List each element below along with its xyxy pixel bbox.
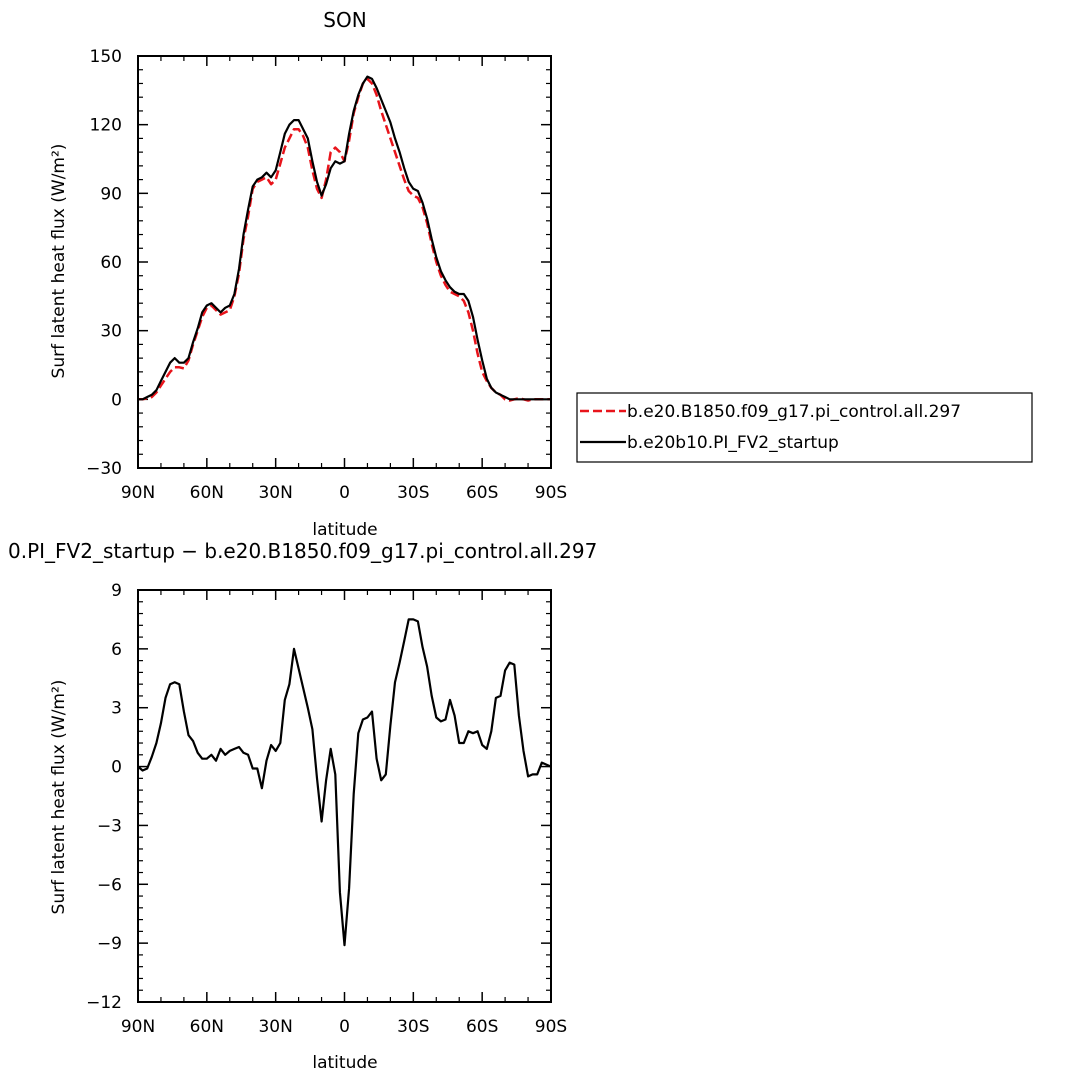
top-x-tick-label: 0 bbox=[339, 483, 350, 503]
bottom-y-tick-label: −9 bbox=[97, 934, 122, 954]
top-y-tick-label: 90 bbox=[100, 184, 122, 204]
bottom-y-tick-label: 9 bbox=[111, 581, 122, 601]
bottom-y-tick-label: 0 bbox=[111, 758, 122, 778]
top-x-tick-label: 30N bbox=[258, 483, 292, 503]
bottom-plot-frame bbox=[137, 589, 552, 1003]
bottom-x-tick-label: 60N bbox=[190, 1017, 224, 1037]
top-y-tick-label: 30 bbox=[100, 322, 122, 342]
top-x-tick-label: 90S bbox=[535, 483, 567, 503]
bottom-x-axis-label: latitude bbox=[312, 1053, 377, 1073]
legend-label-control: b.e20.B1850.f09_g17.pi_control.all.297 bbox=[627, 402, 961, 422]
top-y-tick-label: 0 bbox=[111, 390, 122, 410]
top-chart-title: SON bbox=[323, 8, 366, 32]
top-series-line-1 bbox=[138, 75, 551, 401]
top-y-tick-label: 150 bbox=[90, 47, 122, 67]
bottom-panel: 0.PI_FV2_startup − b.e20.B1850.f09_g17.p… bbox=[8, 539, 597, 1073]
bottom-x-tick-label: 30S bbox=[397, 1017, 429, 1037]
bottom-chart-title: 0.PI_FV2_startup − b.e20.B1850.f09_g17.p… bbox=[8, 539, 597, 563]
bottom-series-lines bbox=[137, 618, 552, 947]
bottom-x-tick-label: 90S bbox=[535, 1017, 567, 1037]
top-x-tick-label: 30S bbox=[397, 483, 429, 503]
top-x-tick-label: 90N bbox=[121, 483, 155, 503]
bottom-y-tick-label: −12 bbox=[86, 993, 122, 1013]
legend-box bbox=[576, 392, 1033, 463]
top-x-axis-label: latitude bbox=[312, 520, 377, 540]
top-series-line-0 bbox=[138, 77, 551, 402]
bottom-x-tick-label: 90N bbox=[121, 1017, 155, 1037]
top-tick-labels: 90N 60N 30N 0 30S 60S 90S −30 0 30 60 90 120 150 bbox=[86, 47, 567, 503]
top-series-lines bbox=[138, 75, 551, 402]
bottom-series-line-0 bbox=[137, 618, 552, 947]
bottom-y-tick-label: −3 bbox=[97, 816, 122, 836]
bottom-x-tick-label: 0 bbox=[339, 1017, 350, 1037]
legend: b.e20.B1850.f09_g17.pi_control.all.297 b… bbox=[576, 392, 1033, 463]
top-y-tick-label: −30 bbox=[86, 459, 122, 479]
bottom-x-tick-label: 60S bbox=[466, 1017, 498, 1037]
top-panel: SON latitude Surf latent heat flux (W/m²… bbox=[49, 8, 567, 540]
bottom-y-tick-label: −6 bbox=[97, 875, 122, 895]
bottom-tick-labels: 90N 60N 30N 0 30S 60S 90S −12 −9 −6 −3 0 3 6 9 bbox=[86, 581, 567, 1037]
top-y-axis-label: Surf latent heat flux (W/m²) bbox=[49, 144, 69, 379]
bottom-y-tick-label: 3 bbox=[111, 699, 122, 719]
top-y-tick-label: 120 bbox=[90, 116, 122, 136]
top-axis-ticks bbox=[137, 55, 552, 469]
bottom-x-tick-label: 30N bbox=[258, 1017, 292, 1037]
legend-label-startup: b.e20b10.PI_FV2_startup bbox=[627, 433, 839, 453]
bottom-y-axis-label: Surf latent heat flux (W/m²) bbox=[49, 680, 69, 915]
top-y-tick-label: 60 bbox=[100, 253, 122, 273]
top-plot-frame bbox=[137, 55, 552, 469]
top-x-tick-label: 60N bbox=[190, 483, 224, 503]
top-x-tick-label: 60S bbox=[466, 483, 498, 503]
bottom-y-tick-label: 6 bbox=[111, 640, 122, 660]
